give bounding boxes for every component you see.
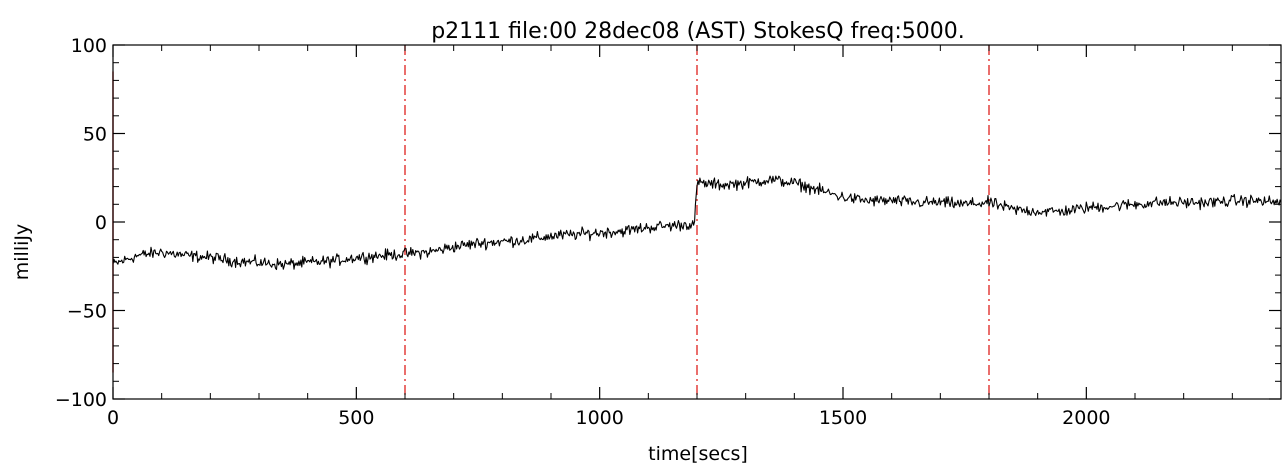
y-tick-label: 50 [83,124,107,146]
x-axis: 0 500 1000 1500 2000 [107,45,1233,429]
y-tick-label: 100 [71,35,107,57]
y-tick-label: −100 [55,389,107,411]
vertical-markers [112,45,990,399]
chart-title: p2111 file:00 28dec08 (AST) StokesQ freq… [431,19,965,44]
x-tick-label: 2000 [1062,407,1110,429]
x-axis-title: time[secs] [648,443,748,465]
y-axis-title: milliJy [11,224,33,280]
x-tick-label: 1500 [819,407,867,429]
y-tick-label: −50 [67,301,107,323]
series-line-0 [112,175,1282,271]
y-tick-label: 0 [95,212,107,234]
x-tick-label: 1000 [575,407,623,429]
series-group [112,175,1282,271]
x-tick-label: 500 [338,407,374,429]
y-axis: −100 −50 0 50 100 [55,35,1281,411]
x-tick-label: 0 [107,407,119,429]
